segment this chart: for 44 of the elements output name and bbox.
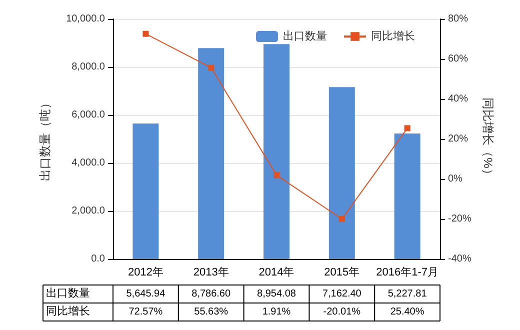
y-tick-label: 2,000.0 (72, 206, 106, 216)
bar (132, 123, 159, 259)
x-tick-label: 2016年1-7月 (376, 266, 438, 278)
y-tick-label: 10,000.0 (66, 14, 106, 24)
point (404, 125, 410, 132)
data-label: 8,786.60 (192, 288, 231, 300)
data-label: 55.63% (194, 306, 228, 318)
x-tick-label: 2013年 (193, 266, 229, 278)
data-label: 25.40% (390, 306, 424, 318)
x-tick-label: 2015年 (324, 266, 360, 278)
y-axis-title: 出口数量（吨） (38, 97, 52, 181)
point (142, 30, 149, 37)
x-tick-label: 2012年 (128, 266, 164, 278)
text: 出口数量 (46, 288, 90, 300)
y2-tick-label: 20% (448, 134, 468, 144)
point (274, 172, 280, 178)
data-label: 5,645.94 (126, 288, 166, 300)
data-label: -20.01% (323, 306, 361, 318)
legend-label: 出口数量 (283, 30, 327, 42)
bar (394, 134, 420, 259)
point (208, 64, 214, 71)
bar (264, 44, 290, 259)
point (338, 216, 345, 222)
y2-tick-label: 80% (448, 14, 468, 24)
legend-label: 同比增长 (371, 30, 415, 42)
y2-axis-title: 同比增长（%） (481, 98, 496, 180)
y2-tick-label: 60% (448, 54, 468, 64)
x-tick-label: 2014年 (258, 266, 294, 278)
data-label: 8,954.08 (257, 288, 296, 300)
y2-tick-label: 0% (448, 174, 463, 184)
data-label: 7,162.40 (322, 288, 362, 300)
data-label: 5,227.81 (388, 288, 428, 300)
y-tick-label: 0.0 (91, 254, 106, 264)
bar (328, 87, 355, 259)
text: 同比增长 (46, 306, 90, 318)
y-tick-label: 6,000.0 (72, 110, 106, 120)
y2-tick-label: -20% (448, 214, 472, 224)
y2-tick-label: 40% (448, 94, 468, 104)
bar (198, 48, 224, 259)
y2-tick-label: -40% (448, 254, 472, 264)
y-tick-label: 4,000.0 (72, 158, 106, 168)
y-tick-label: 8,000.0 (72, 62, 106, 72)
data-label: 72.57% (128, 306, 163, 318)
data-label: 1.91% (262, 306, 291, 318)
